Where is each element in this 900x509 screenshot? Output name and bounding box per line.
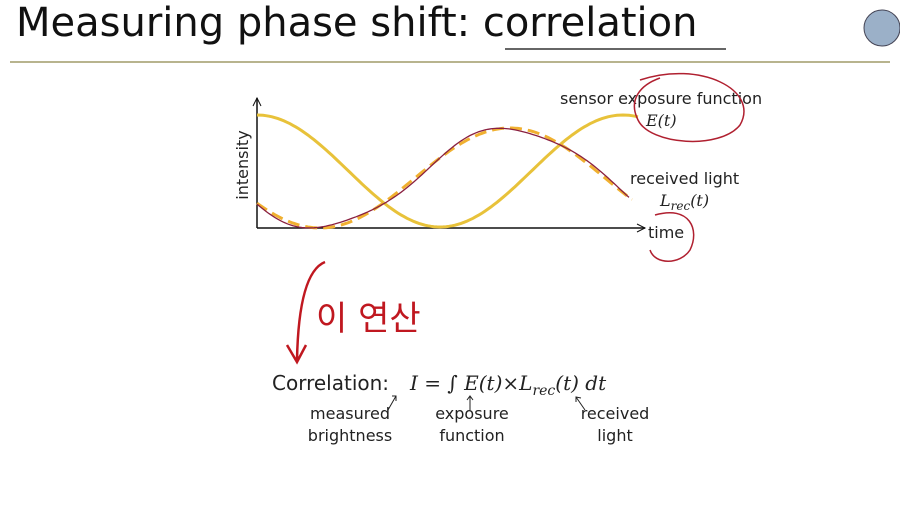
formula: I = ∫ E(t)×Lrec(t) dt xyxy=(409,371,607,399)
formula-part: I = ∫ E(t)×L xyxy=(409,371,532,395)
ink-circle xyxy=(633,72,745,143)
symbol-tail: (t) xyxy=(690,191,709,210)
x-arrow xyxy=(636,223,647,233)
y-axis-label: intensity xyxy=(233,130,252,199)
symbol-base: L xyxy=(659,191,671,210)
annotation-line: received xyxy=(581,404,650,423)
received-label: received light xyxy=(630,169,739,188)
annotation-line: function xyxy=(439,426,504,445)
exposure-symbol: E(t) xyxy=(645,111,677,130)
pointer xyxy=(575,396,586,411)
annotation-line: brightness xyxy=(308,426,392,445)
ink-arrow xyxy=(285,260,326,365)
formula-part: (t) dt xyxy=(555,371,607,395)
annotation-line: light xyxy=(597,426,632,445)
formula-sub: rec xyxy=(532,383,555,399)
y-arrow xyxy=(252,96,262,107)
pointer xyxy=(387,395,397,411)
pointer xyxy=(466,395,474,410)
logo xyxy=(863,9,900,47)
annotations: measured brightness exposure function receiv… xyxy=(308,404,650,445)
ink-circle xyxy=(649,212,695,262)
exposure-curve xyxy=(256,113,639,229)
slide-title: Measuring phase shift: correlation xyxy=(16,0,697,46)
handwriting: 이 연산 xyxy=(316,299,421,339)
formula-lead: Correlation: xyxy=(272,371,389,395)
title-main: Measuring phase shift: xyxy=(16,0,483,46)
annotation-line: exposure xyxy=(435,404,509,423)
symbol-sub: rec xyxy=(671,199,691,213)
exposure-label: sensor exposure function xyxy=(560,89,762,108)
received-symbol: Lrec(t) xyxy=(659,191,709,213)
title-emphasis: correlation xyxy=(483,0,698,46)
ink-trace xyxy=(256,127,630,229)
annotation-line: measured xyxy=(310,404,390,423)
x-axis-label: time xyxy=(648,223,684,242)
